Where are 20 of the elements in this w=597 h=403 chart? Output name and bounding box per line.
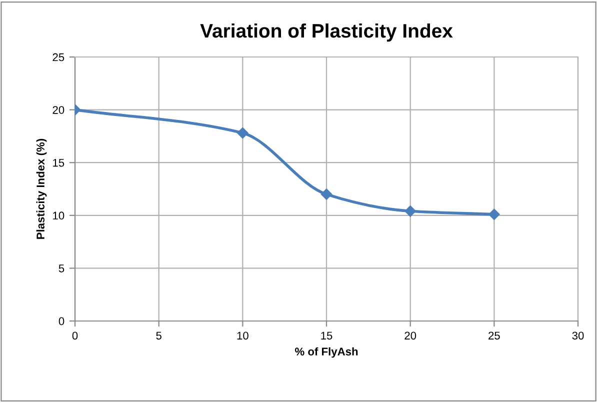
- chart-title: Variation of Plasticity Index: [200, 23, 453, 42]
- y-tick-label: 5: [58, 264, 64, 272]
- x-axis-title: % of FlyAsh: [294, 347, 358, 358]
- point: [320, 188, 332, 200]
- y-tick-label: 15: [53, 158, 64, 167]
- y-axis-title: Plasticity Index (%): [36, 138, 47, 239]
- x-tick-label: 10: [237, 332, 248, 340]
- x-tick-label: 0: [72, 332, 78, 340]
- x-tick-label: 30: [572, 332, 584, 340]
- x-tick-label: 5: [156, 332, 162, 340]
- point: [488, 208, 500, 220]
- x-tick-label: 20: [404, 332, 416, 340]
- y-tick-label: 20: [52, 106, 64, 114]
- point: [237, 127, 248, 139]
- x-tick-label: 25: [488, 332, 500, 340]
- y-tick-label: 0: [58, 317, 64, 326]
- y-tick-label: 25: [52, 53, 64, 62]
- x-tick-label: 15: [321, 332, 332, 340]
- y-tick-label: 10: [53, 212, 64, 220]
- point: [404, 206, 416, 217]
